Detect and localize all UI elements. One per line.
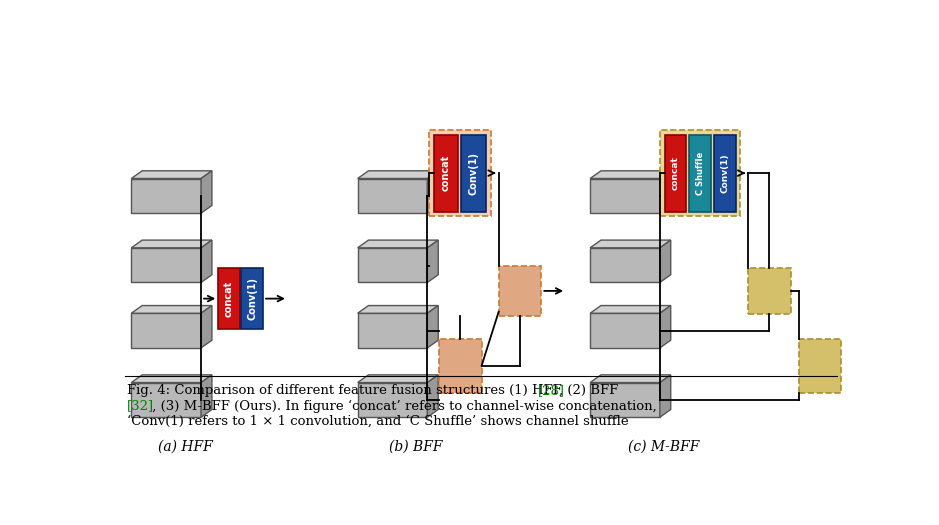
Bar	[798, 339, 841, 393]
Text: Fig. 4: Comparison of different feature fusion structures (1) HFF: Fig. 4: Comparison of different feature …	[127, 384, 566, 397]
Polygon shape	[590, 313, 660, 348]
Polygon shape	[358, 240, 439, 248]
Polygon shape	[590, 248, 660, 282]
Text: [28]: [28]	[537, 384, 564, 397]
Bar	[499, 266, 541, 316]
Bar	[429, 130, 491, 216]
Polygon shape	[590, 178, 660, 213]
Bar	[461, 134, 486, 212]
Polygon shape	[358, 375, 439, 383]
Text: (a) HFF: (a) HFF	[158, 439, 213, 454]
Text: (b) BFF: (b) BFF	[389, 439, 442, 454]
Bar	[748, 268, 791, 314]
Polygon shape	[427, 240, 439, 282]
Polygon shape	[660, 171, 670, 213]
Polygon shape	[590, 171, 670, 178]
Polygon shape	[427, 375, 439, 417]
Polygon shape	[427, 306, 439, 348]
Polygon shape	[201, 171, 212, 213]
Polygon shape	[358, 306, 439, 313]
Text: (c) M-BFF: (c) M-BFF	[628, 439, 700, 454]
Polygon shape	[131, 313, 201, 348]
Polygon shape	[358, 248, 427, 282]
Bar	[434, 134, 458, 212]
Polygon shape	[358, 178, 427, 213]
Polygon shape	[131, 383, 201, 417]
Bar	[665, 134, 686, 212]
Polygon shape	[590, 383, 660, 417]
Bar	[439, 339, 482, 393]
Text: concat: concat	[670, 156, 680, 190]
Polygon shape	[131, 375, 212, 383]
Text: Conv(1): Conv(1)	[469, 152, 479, 195]
Polygon shape	[131, 178, 201, 213]
Polygon shape	[660, 306, 670, 348]
Polygon shape	[131, 306, 212, 313]
Text: [32]: [32]	[127, 400, 154, 413]
Text: concat: concat	[224, 280, 234, 317]
Bar	[689, 134, 711, 212]
Polygon shape	[358, 383, 427, 417]
Bar	[218, 268, 239, 329]
Text: Conv(1): Conv(1)	[247, 277, 257, 320]
Polygon shape	[590, 306, 670, 313]
Polygon shape	[201, 240, 212, 282]
Bar	[715, 134, 736, 212]
Bar	[241, 268, 263, 329]
Polygon shape	[131, 240, 212, 248]
Polygon shape	[131, 171, 212, 178]
Polygon shape	[201, 306, 212, 348]
Bar	[660, 130, 741, 216]
Text: C Shuffle: C Shuffle	[696, 152, 704, 195]
Polygon shape	[358, 171, 439, 178]
Polygon shape	[131, 248, 201, 282]
Text: , (2) BFF: , (2) BFF	[559, 384, 619, 397]
Polygon shape	[660, 240, 670, 282]
Polygon shape	[201, 375, 212, 417]
Text: ‘Conv(1) refers to 1 × 1 convolution, and ‘C Shuffle’ shows channel shuffle: ‘Conv(1) refers to 1 × 1 convolution, an…	[127, 415, 628, 428]
Polygon shape	[660, 375, 670, 417]
Polygon shape	[590, 375, 670, 383]
Text: Conv(1): Conv(1)	[720, 153, 730, 193]
Text: , (3) M-BFF (Ours). In figure ‘concat’ refers to channel-wise concatenation,: , (3) M-BFF (Ours). In figure ‘concat’ r…	[148, 400, 657, 413]
Polygon shape	[358, 313, 427, 348]
Polygon shape	[590, 240, 670, 248]
Text: concat: concat	[441, 155, 451, 191]
Polygon shape	[427, 171, 439, 213]
